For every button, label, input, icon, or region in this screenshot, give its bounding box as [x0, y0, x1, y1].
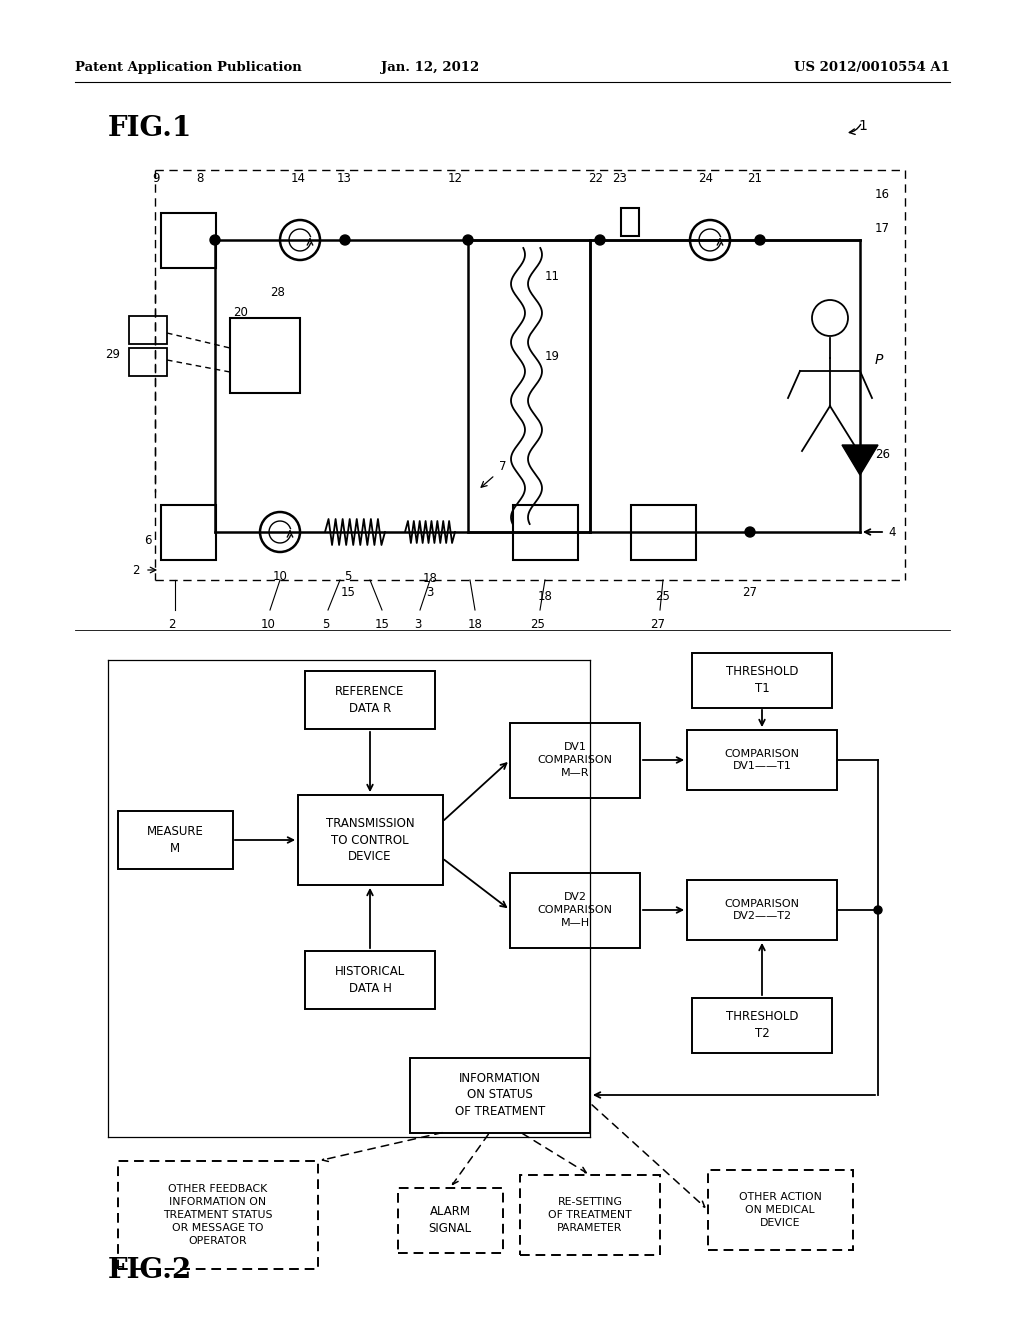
Bar: [692, 652, 831, 708]
Text: THRESHOLD
T1: THRESHOLD T1: [726, 665, 799, 694]
Circle shape: [595, 235, 605, 246]
Circle shape: [745, 527, 755, 537]
Text: 11: 11: [545, 271, 560, 282]
Text: 2: 2: [132, 564, 140, 577]
Text: 21: 21: [748, 172, 763, 185]
Bar: [129, 315, 167, 345]
Circle shape: [463, 235, 473, 246]
Text: 18: 18: [468, 618, 482, 631]
Bar: [397, 1188, 503, 1253]
Bar: [687, 730, 837, 789]
Text: 7: 7: [499, 459, 507, 473]
Bar: [687, 880, 837, 940]
Text: 8: 8: [197, 172, 204, 185]
Bar: [708, 1170, 853, 1250]
Text: 15: 15: [341, 586, 355, 599]
Text: 27: 27: [742, 586, 758, 599]
Text: 14: 14: [291, 172, 305, 185]
Text: 18: 18: [423, 572, 437, 585]
Bar: [510, 873, 640, 948]
Bar: [230, 318, 300, 392]
Text: 2: 2: [168, 618, 176, 631]
Bar: [298, 795, 442, 884]
Text: ALARM
SIGNAL: ALARM SIGNAL: [428, 1205, 472, 1234]
Circle shape: [210, 235, 220, 246]
Text: COMPARISON
DV1——T1: COMPARISON DV1——T1: [725, 748, 800, 771]
Text: 25: 25: [655, 590, 671, 603]
Bar: [631, 504, 695, 560]
Text: OTHER ACTION
ON MEDICAL
DEVICE: OTHER ACTION ON MEDICAL DEVICE: [738, 1192, 821, 1228]
Text: 22: 22: [589, 172, 603, 185]
Polygon shape: [842, 445, 878, 475]
Text: DV2
COMPARISON
M—H: DV2 COMPARISON M—H: [538, 892, 612, 928]
Text: 20: 20: [233, 306, 248, 319]
Circle shape: [755, 235, 765, 246]
Text: 9: 9: [152, 172, 160, 185]
Text: 3: 3: [415, 618, 422, 631]
Text: 23: 23: [612, 172, 628, 185]
Text: 16: 16: [874, 187, 890, 201]
Text: 18: 18: [538, 590, 552, 603]
Text: FIG.1: FIG.1: [108, 115, 193, 141]
Text: Jan. 12, 2012: Jan. 12, 2012: [381, 62, 479, 74]
Text: 1: 1: [858, 119, 867, 133]
Text: 17: 17: [874, 222, 890, 235]
Text: 13: 13: [337, 172, 351, 185]
Bar: [621, 209, 639, 236]
Bar: [512, 504, 578, 560]
Text: RE-SETTING
OF TREATMENT
PARAMETER: RE-SETTING OF TREATMENT PARAMETER: [548, 1197, 632, 1233]
Text: TRANSMISSION
TO CONTROL
DEVICE: TRANSMISSION TO CONTROL DEVICE: [326, 817, 415, 863]
Text: 10: 10: [260, 618, 275, 631]
Bar: [118, 810, 232, 869]
Text: 28: 28: [270, 286, 286, 300]
Text: 15: 15: [375, 618, 389, 631]
Text: P: P: [874, 352, 884, 367]
Bar: [305, 671, 435, 729]
Text: 5: 5: [323, 618, 330, 631]
Text: MEASURE
M: MEASURE M: [146, 825, 204, 855]
Text: FIG.2: FIG.2: [108, 1257, 193, 1283]
Text: 29: 29: [105, 348, 120, 362]
Text: INFORMATION
ON STATUS
OF TREATMENT: INFORMATION ON STATUS OF TREATMENT: [455, 1072, 545, 1118]
Text: 26: 26: [874, 447, 890, 461]
Bar: [305, 950, 435, 1008]
Bar: [161, 504, 215, 560]
Text: 6: 6: [144, 533, 152, 546]
Text: DV1
COMPARISON
M—R: DV1 COMPARISON M—R: [538, 742, 612, 777]
Text: 24: 24: [698, 172, 714, 185]
Circle shape: [874, 906, 882, 913]
Bar: [118, 1162, 318, 1269]
Text: HISTORICAL
DATA H: HISTORICAL DATA H: [335, 965, 406, 995]
Text: 5: 5: [344, 570, 351, 583]
Text: 27: 27: [650, 618, 666, 631]
Text: THRESHOLD
T2: THRESHOLD T2: [726, 1010, 799, 1040]
Text: COMPARISON
DV2——T2: COMPARISON DV2——T2: [725, 899, 800, 921]
Text: 3: 3: [426, 586, 434, 599]
Text: 25: 25: [530, 618, 546, 631]
Bar: [692, 998, 831, 1052]
Bar: [129, 348, 167, 376]
Text: Patent Application Publication: Patent Application Publication: [75, 62, 302, 74]
Text: 19: 19: [545, 350, 560, 363]
Circle shape: [340, 235, 350, 246]
Text: 4: 4: [888, 525, 896, 539]
Text: OTHER FEEDBACK
INFORMATION ON
TREATMENT STATUS
OR MESSAGE TO
OPERATOR: OTHER FEEDBACK INFORMATION ON TREATMENT …: [163, 1184, 272, 1246]
Text: US 2012/0010554 A1: US 2012/0010554 A1: [795, 62, 950, 74]
Text: 12: 12: [447, 172, 463, 185]
Bar: [410, 1057, 590, 1133]
Bar: [520, 1175, 660, 1255]
Bar: [510, 722, 640, 797]
Text: 10: 10: [272, 570, 288, 583]
Text: REFERENCE
DATA R: REFERENCE DATA R: [335, 685, 404, 714]
Bar: [161, 213, 215, 268]
